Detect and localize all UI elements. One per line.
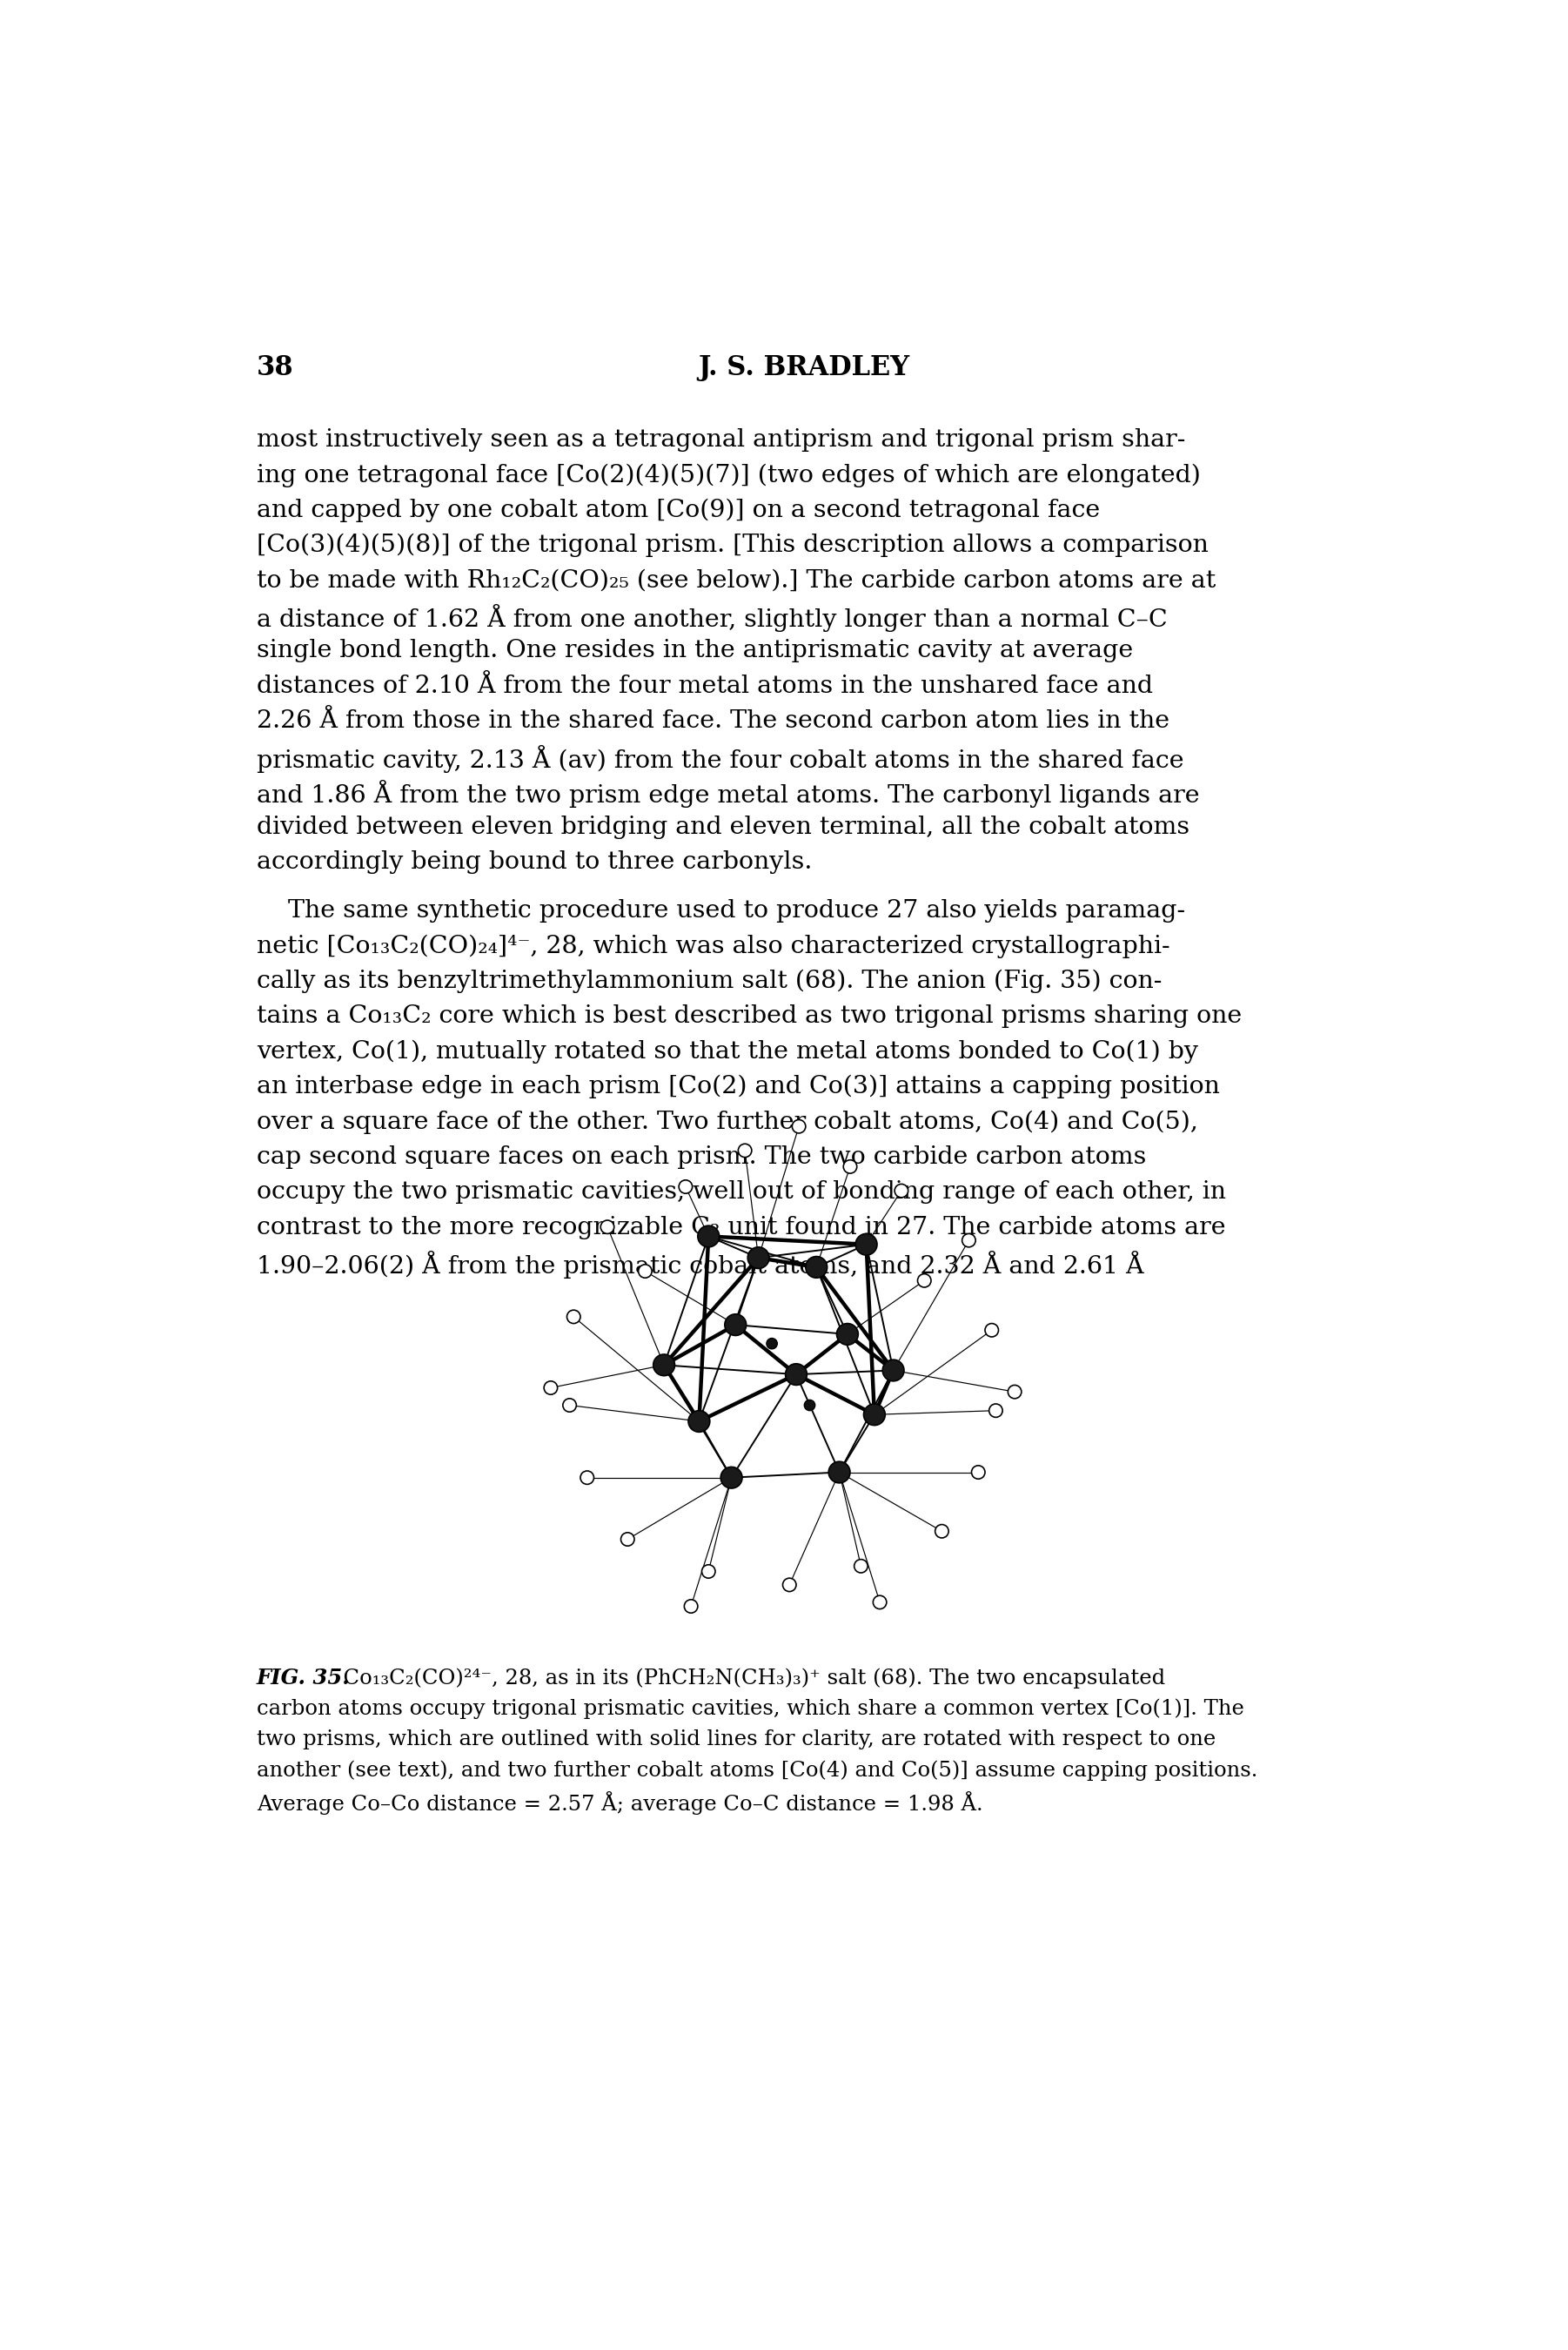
Circle shape	[698, 1227, 720, 1248]
Text: carbon atoms occupy trigonal prismatic cavities, which share a common vertex [Co: carbon atoms occupy trigonal prismatic c…	[257, 1699, 1243, 1720]
Circle shape	[739, 1144, 751, 1156]
Text: cally as its benzyltrimethylammonium salt (68). The anion (Fig. 35) con-: cally as its benzyltrimethylammonium sal…	[257, 968, 1162, 994]
Circle shape	[864, 1403, 886, 1426]
Circle shape	[985, 1323, 999, 1337]
Text: vertex, Co(1), mutually rotated so that the metal atoms bonded to Co(1) by: vertex, Co(1), mutually rotated so that …	[257, 1039, 1198, 1065]
Text: distances of 2.10 Å from the four metal atoms in the unshared face and: distances of 2.10 Å from the four metal …	[257, 674, 1152, 698]
Circle shape	[828, 1462, 850, 1483]
Text: 38: 38	[257, 355, 293, 381]
Text: tains a Co₁₃C₂ core which is best described as two trigonal prisms sharing one: tains a Co₁₃C₂ core which is best descri…	[257, 1003, 1242, 1027]
Circle shape	[621, 1532, 635, 1546]
Circle shape	[688, 1410, 710, 1431]
Circle shape	[721, 1466, 742, 1488]
Circle shape	[544, 1382, 558, 1394]
Circle shape	[724, 1314, 746, 1335]
Text: FIG. 35.: FIG. 35.	[257, 1668, 351, 1690]
Circle shape	[883, 1361, 905, 1382]
Circle shape	[844, 1161, 856, 1173]
Circle shape	[580, 1471, 594, 1485]
Text: two prisms, which are outlined with solid lines for clarity, are rotated with re: two prisms, which are outlined with soli…	[257, 1730, 1215, 1751]
Circle shape	[804, 1401, 815, 1410]
Text: a distance of 1.62 Å from one another, slightly longer than a normal C–C: a distance of 1.62 Å from one another, s…	[257, 604, 1168, 632]
Text: and 1.86 Å from the two prism edge metal atoms. The carbonyl ligands are: and 1.86 Å from the two prism edge metal…	[257, 780, 1200, 808]
Circle shape	[837, 1323, 858, 1344]
Circle shape	[855, 1560, 867, 1572]
Circle shape	[767, 1337, 778, 1349]
Text: accordingly being bound to three carbonyls.: accordingly being bound to three carbony…	[257, 851, 812, 874]
Text: Average Co–Co distance = 2.57 Å; average Co–C distance = 1.98 Å.: Average Co–Co distance = 2.57 Å; average…	[257, 1791, 983, 1814]
Text: cap second square faces on each prism. The two carbide carbon atoms: cap second square faces on each prism. T…	[257, 1144, 1146, 1168]
Text: netic [Co₁₃C₂(CO)₂₄]⁴⁻, 28, which was also characterized crystallographi-: netic [Co₁₃C₂(CO)₂₄]⁴⁻, 28, which was al…	[257, 933, 1170, 959]
Text: single bond length. One resides in the antiprismatic cavity at average: single bond length. One resides in the a…	[257, 639, 1134, 663]
Text: to be made with Rh₁₂C₂(CO)₂₅ (see below).] The carbide carbon atoms are at: to be made with Rh₁₂C₂(CO)₂₅ (see below)…	[257, 569, 1215, 592]
Text: over a square face of the other. Two further cobalt atoms, Co(4) and Co(5),: over a square face of the other. Two fur…	[257, 1109, 1198, 1133]
Circle shape	[601, 1220, 615, 1234]
Text: 2.26 Å from those in the shared face. The second carbon atom lies in the: 2.26 Å from those in the shared face. Th…	[257, 710, 1170, 733]
Text: divided between eleven bridging and eleven terminal, all the cobalt atoms: divided between eleven bridging and elev…	[257, 815, 1190, 839]
Text: contrast to the more recognizable C₂ unit found in 27. The carbide atoms are: contrast to the more recognizable C₂ uni…	[257, 1215, 1226, 1238]
Text: occupy the two prismatic cavities, well out of bonding range of each other, in: occupy the two prismatic cavities, well …	[257, 1180, 1226, 1203]
Circle shape	[1008, 1384, 1021, 1398]
Text: 1.90–2.06(2) Å from the prismatic cobalt atoms, and 2.32 Å and 2.61 Å: 1.90–2.06(2) Å from the prismatic cobalt…	[257, 1250, 1145, 1278]
Text: J. S. BRADLEY: J. S. BRADLEY	[698, 355, 909, 381]
Circle shape	[679, 1180, 693, 1194]
Circle shape	[792, 1119, 806, 1133]
Circle shape	[568, 1309, 580, 1323]
Circle shape	[895, 1184, 908, 1198]
Circle shape	[563, 1398, 577, 1412]
Text: an interbase edge in each prism [Co(2) and Co(3)] attains a capping position: an interbase edge in each prism [Co(2) a…	[257, 1074, 1220, 1100]
Circle shape	[917, 1274, 931, 1288]
Text: prismatic cavity, 2.13 Å (av) from the four cobalt atoms in the shared face: prismatic cavity, 2.13 Å (av) from the f…	[257, 745, 1184, 773]
Circle shape	[873, 1596, 886, 1610]
Text: ing one tetragonal face [Co(2)(4)(5)(7)] (two edges of which are elongated): ing one tetragonal face [Co(2)(4)(5)(7)]…	[257, 463, 1201, 486]
Circle shape	[972, 1466, 985, 1478]
Text: [Co(3)(4)(5)(8)] of the trigonal prism. [This description allows a comparison: [Co(3)(4)(5)(8)] of the trigonal prism. …	[257, 533, 1209, 557]
Circle shape	[654, 1354, 674, 1375]
Text: another (see text), and two further cobalt atoms [Co(4) and Co(5)] assume cappin: another (see text), and two further coba…	[257, 1760, 1258, 1781]
Circle shape	[782, 1579, 797, 1591]
Circle shape	[638, 1264, 652, 1278]
Circle shape	[989, 1403, 1002, 1417]
Circle shape	[748, 1248, 770, 1269]
Text: and capped by one cobalt atom [Co(9)] on a second tetragonal face: and capped by one cobalt atom [Co(9)] on…	[257, 498, 1101, 522]
Text: The same synthetic procedure used to produce 27 also yields paramag-: The same synthetic procedure used to pro…	[257, 900, 1185, 924]
Circle shape	[856, 1234, 877, 1255]
Circle shape	[702, 1565, 715, 1579]
Circle shape	[806, 1257, 828, 1278]
Text: Co₁₃C₂(CO)²⁴⁻, 28, as in its (PhCH₂N(CH₃)₃)⁺ salt (68). The two encapsulated: Co₁₃C₂(CO)²⁴⁻, 28, as in its (PhCH₂N(CH₃…	[329, 1668, 1165, 1687]
Circle shape	[935, 1525, 949, 1537]
Text: most instructively seen as a tetragonal antiprism and trigonal prism shar-: most instructively seen as a tetragonal …	[257, 428, 1185, 451]
Circle shape	[786, 1363, 808, 1384]
Circle shape	[684, 1600, 698, 1612]
Circle shape	[963, 1234, 975, 1248]
